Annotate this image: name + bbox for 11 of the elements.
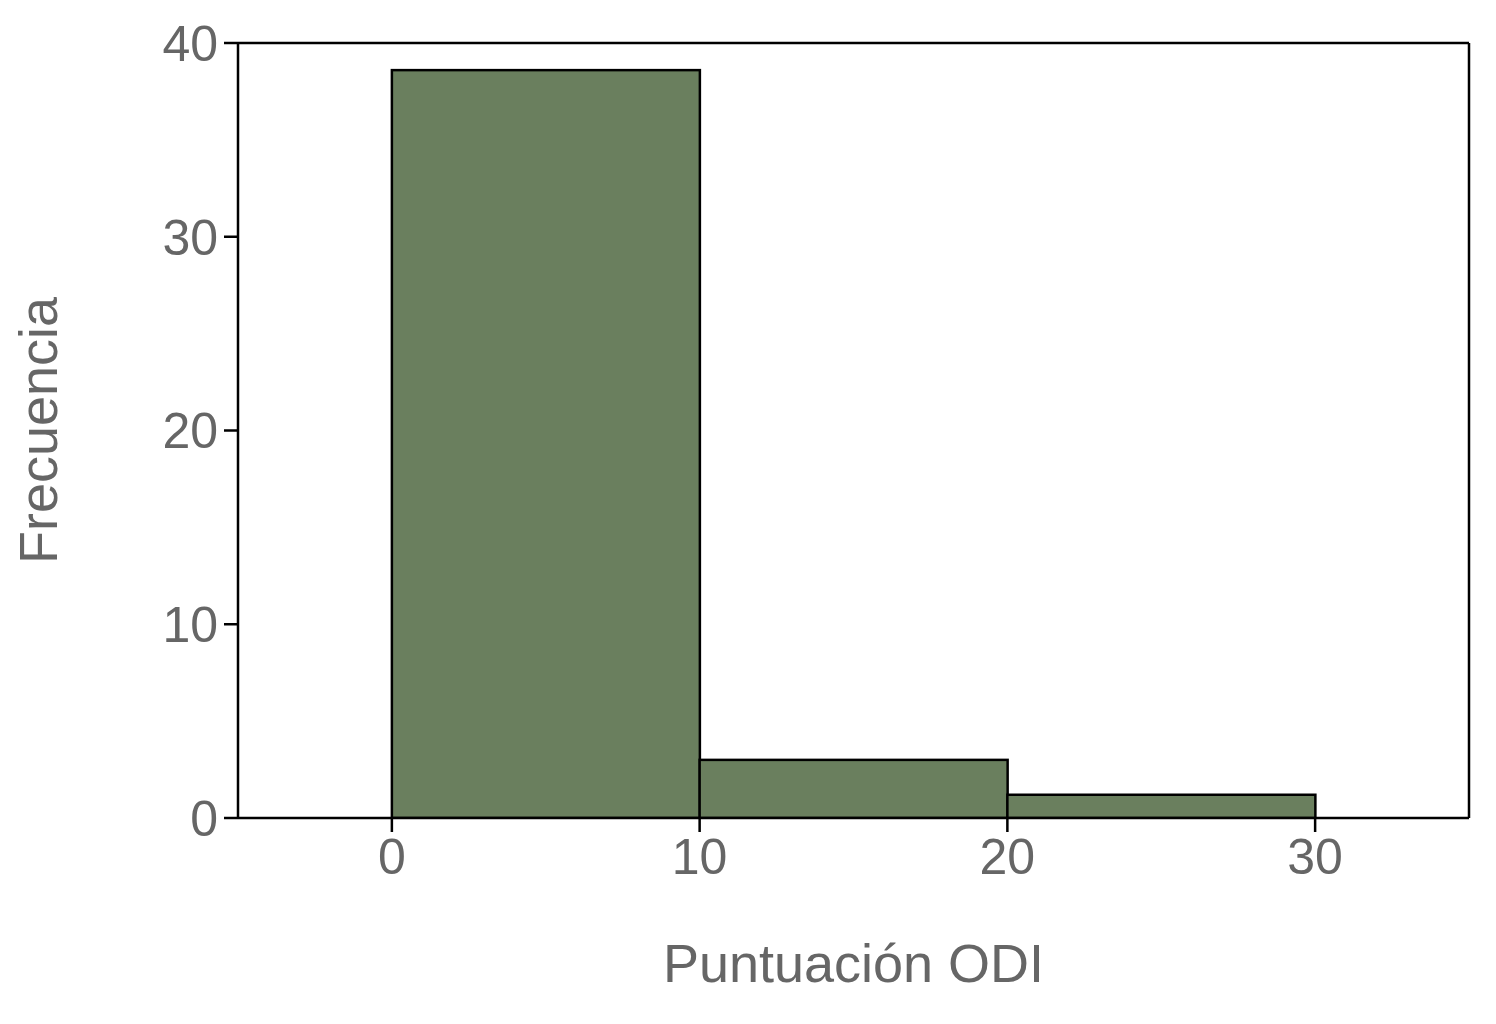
y-tick-label: 30 — [162, 209, 218, 266]
x-tick-label: 30 — [1287, 828, 1343, 885]
x-tick-label: 0 — [377, 828, 406, 885]
y-tick-label: 0 — [190, 790, 218, 847]
y-tick-label: 40 — [162, 15, 218, 72]
x-axis-title: Puntuación ODI — [662, 933, 1045, 993]
y-axis-title: Frecuencia — [8, 295, 69, 565]
y-tick-label: 10 — [162, 597, 218, 653]
x-tick-label: 20 — [979, 828, 1036, 885]
y-tick-label: 20 — [162, 403, 218, 460]
x-tick-label: 10 — [671, 828, 728, 885]
